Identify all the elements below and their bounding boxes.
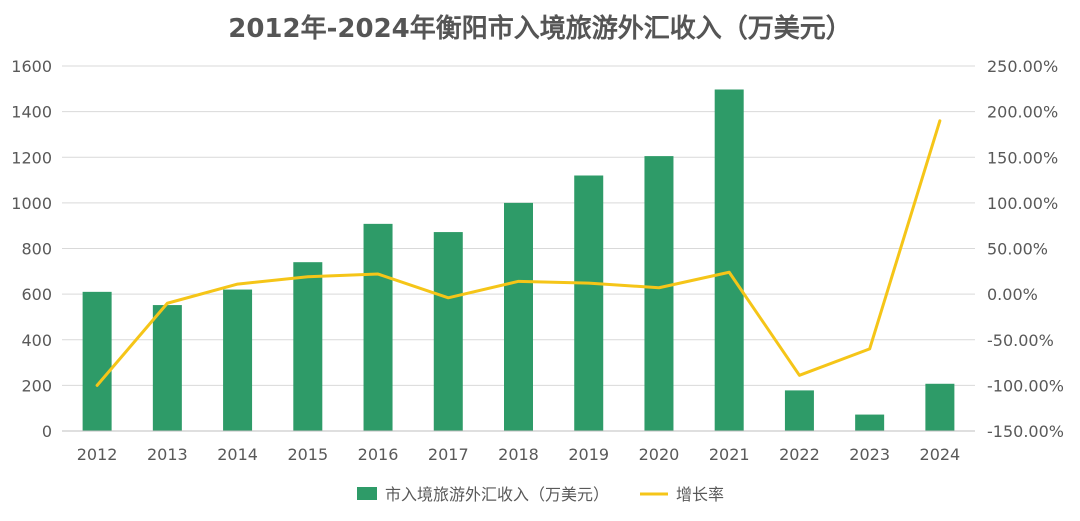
x-tick-label: 2020 xyxy=(639,445,680,464)
y-left-tick-label: 600 xyxy=(21,285,52,304)
y-right-tick-label: 250.00% xyxy=(987,57,1058,76)
bar xyxy=(714,89,744,431)
y-right-tick-label: 150.00% xyxy=(987,148,1058,167)
bar xyxy=(223,289,253,431)
bar xyxy=(644,156,674,431)
legend-line-label: 增长率 xyxy=(676,485,724,504)
legend: 市入境旅游外汇收入（万美元） 增长率 xyxy=(357,485,724,504)
x-tick-label: 2022 xyxy=(779,445,820,464)
y-right-tick-label: -50.00% xyxy=(987,331,1054,350)
y-left-tick-label: 1000 xyxy=(11,194,52,213)
y-right-tick-label: 200.00% xyxy=(987,103,1058,122)
bar xyxy=(855,414,885,431)
y-right-tick-label: 100.00% xyxy=(987,194,1058,213)
axes: 0 200 400 600 800 1000 1200 1400 1600 -150.00% -10… xyxy=(11,57,1064,464)
x-tick-label: 2018 xyxy=(498,445,539,464)
x-tick-label: 2013 xyxy=(147,445,188,464)
x-tick-label: 2017 xyxy=(428,445,469,464)
bar xyxy=(152,305,182,431)
y-right-tick-label: -150.00% xyxy=(987,422,1064,441)
x-tick-label: 2012 xyxy=(77,445,118,464)
bar xyxy=(574,175,604,431)
y-right-tick-label: 0.00% xyxy=(987,285,1038,304)
bar xyxy=(504,202,533,431)
y-right-tick-label: -100.00% xyxy=(987,376,1064,395)
y-left-tick-label: 800 xyxy=(21,240,52,259)
chart-title: 2012年-2024年衡阳市入境旅游外汇收入（万美元） xyxy=(228,14,852,44)
y-left-tick-label: 1400 xyxy=(11,103,52,122)
line-series xyxy=(95,119,942,387)
bar xyxy=(925,383,955,431)
x-tick-label: 2016 xyxy=(358,445,399,464)
x-tick-label: 2023 xyxy=(849,445,890,464)
y-left-tick-label: 1600 xyxy=(11,57,52,76)
bar xyxy=(784,390,814,431)
y-left-tick-label: 400 xyxy=(21,331,52,350)
bar xyxy=(293,262,323,431)
y-right-tick-label: 50.00% xyxy=(987,240,1048,259)
x-tick-label: 2014 xyxy=(217,445,258,464)
x-tick-label: 2019 xyxy=(568,445,609,464)
x-tick-label: 2021 xyxy=(709,445,750,464)
x-tick-label: 2015 xyxy=(287,445,328,464)
legend-bar-swatch xyxy=(357,487,377,500)
x-tick-label: 2024 xyxy=(920,445,961,464)
y-left-tick-label: 0 xyxy=(42,422,52,441)
y-left-tick-label: 200 xyxy=(21,376,52,395)
legend-bar-label: 市入境旅游外汇收入（万美元） xyxy=(385,485,609,504)
bar xyxy=(433,232,463,431)
bar xyxy=(82,291,112,431)
bar-series xyxy=(82,89,955,431)
y-left-tick-label: 1200 xyxy=(11,148,52,167)
bar xyxy=(363,223,393,431)
